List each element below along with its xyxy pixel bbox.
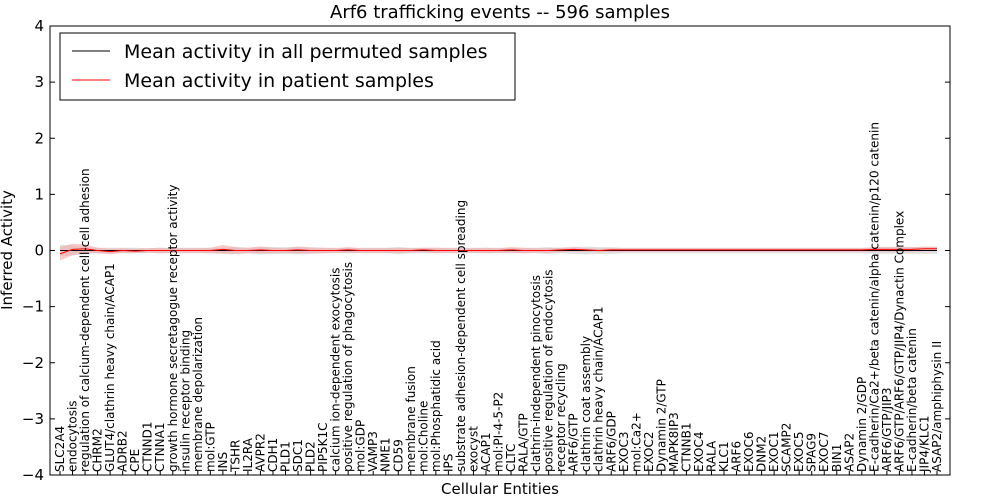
x-tick-label: EXOC5 [792, 432, 806, 473]
x-tick-label: IPS [441, 454, 455, 472]
x-tick-label: membrane depolarization [191, 317, 205, 472]
x-tick-label: EXOC2 [642, 432, 656, 473]
x-tick-label: mol:Ca2+ [629, 412, 643, 472]
plot-frame [49, 25, 951, 476]
x-tick-label: SDC1 [291, 439, 305, 472]
x-tick-label: SCAMP2 [780, 423, 794, 472]
x-tick-label: ARF6/GTP [567, 413, 581, 472]
x-tick-label: Dynamin 2/GTP [654, 379, 668, 472]
x-tick-label: positive regulation of endocytosis [542, 269, 556, 472]
x-tick-label: RALA/GTP [517, 413, 531, 472]
x-tick-label: AVPR2 [254, 433, 268, 472]
x-tick-label: CLTC [504, 444, 518, 472]
x-tick-label: CHRM2 [91, 428, 105, 472]
y-tick-label: 0 [34, 242, 44, 260]
x-tick-label: EXOC6 [742, 432, 756, 473]
y-tick-label: 3 [34, 73, 44, 91]
x-tick-label: calcium ion-dependent exocytosis [329, 268, 343, 473]
chart-title: Arf6 trafficking events -- 596 samples [330, 2, 670, 23]
x-tick-label: EXOC4 [692, 432, 706, 473]
x-tick-label: CTNND1 [141, 421, 155, 472]
y-axis-label: Inferred Activity [0, 190, 16, 310]
x-tick-label: insulin receptor binding [178, 330, 192, 472]
x-tick-label: PLD2 [304, 441, 318, 472]
x-tick-label: endocytosis [66, 400, 80, 472]
x-tick-label: ARF6/GDP [604, 411, 618, 472]
x-tick-label: E-cadherin/Ca2+/beta catenin/alpha caten… [867, 122, 881, 472]
y-tick-label: −4 [22, 466, 44, 484]
x-tick-label: CTNNA1 [153, 422, 167, 472]
x-tick-label: clathrin heavy chain/ACAP1 [592, 306, 606, 472]
x-tick-label: clathrin-independent pinocytosis [529, 275, 543, 472]
x-tick-label: DNM2 [755, 436, 769, 472]
legend-box [59, 32, 516, 101]
x-tick-label: MAPK8IP3 [667, 412, 681, 472]
x-tick-label: regulation of calcium-dependent cell-cel… [78, 168, 92, 472]
y-tick-label: 2 [34, 129, 44, 147]
x-tick-label: ARF6/GTP/ARF6/GTP/JIP4/Dynactin Complex [892, 211, 906, 472]
x-tick-label: mol:GTP [203, 422, 217, 472]
x-tick-label: mol:Phosphatidic acid [429, 340, 443, 472]
y-tick-label: −3 [22, 410, 44, 428]
y-tick-label: 1 [34, 185, 44, 203]
x-tick-label: EXOC1 [767, 432, 781, 473]
x-tick-label: SPAG9 [805, 433, 819, 472]
x-tick-label: PIP5K1C [316, 422, 330, 472]
x-tick-label: CDH1 [266, 438, 280, 472]
x-tick-label: growth hormone secretagogue receptor act… [166, 185, 180, 472]
y-tick-label: −1 [22, 298, 44, 316]
x-tick-label: TSHR [228, 440, 242, 473]
x-tick-label: SLC2A4 [53, 426, 67, 472]
x-tick-label: ADRB2 [116, 430, 130, 472]
x-tick-label: exocyst [466, 426, 480, 472]
x-tick-label: CD59 [391, 439, 405, 472]
x-tick-label: clathrin coat assembly [579, 336, 593, 472]
x-tick-label: mol:Choline [416, 401, 430, 472]
x-tick-label: NME1 [379, 437, 393, 472]
x-tick-label: substrate adhesion-dependent cell spread… [454, 200, 468, 472]
x-tick-label: INS [216, 452, 230, 472]
x-tick-label: CPE [128, 449, 142, 472]
x-tick-label: positive regulation of phagocytosis [341, 262, 355, 472]
legend-entry-patient: Mean activity in patient samples [124, 70, 434, 92]
x-tick-label: receptor recycling [554, 363, 568, 472]
x-tick-label: ACAP1 [479, 433, 493, 472]
x-tick-label: JIP4/KLC1 [918, 415, 932, 473]
x-tick-label: ASAP2 [842, 433, 856, 472]
legend: Mean activity in all permuted samples Me… [59, 32, 516, 101]
patient-band [60, 243, 937, 261]
x-tick-label: ARF6/GTP/JIP3 [880, 387, 894, 472]
x-tick-label: IL2RA [241, 437, 255, 472]
x-tick-label: RALA [705, 440, 719, 472]
x-tick-label: GLUT4/clathrin heavy chain/ACAP1 [103, 263, 117, 472]
legend-entry-permuted: Mean activity in all permuted samples [124, 41, 487, 63]
series-line-patient [59, 248, 937, 255]
x-tick-label: mol:GDP [354, 420, 368, 472]
x-tick-label: PLD1 [279, 441, 293, 472]
x-tick-label: mol:PI-4-5-P2 [492, 392, 506, 472]
x-tick-label: VAMP3 [366, 431, 380, 472]
x-tick-label: membrane fusion [404, 366, 418, 472]
x-axis-label: Cellular Entities [441, 480, 559, 498]
x-tick-label: ASAP2/amphiphysin II [930, 341, 944, 472]
x-tick-label: EXOC7 [817, 432, 831, 473]
x-tick-label: Dynamin 2/GDP [855, 377, 869, 472]
x-tick-label: ARF6 [730, 441, 744, 472]
x-tick-label: EXOC3 [617, 432, 631, 473]
x-tick-label: BIN1 [830, 444, 844, 472]
x-tick-label: CTNNB1 [679, 422, 693, 472]
x-tick-label: E-cadherin/beta catenin [905, 328, 919, 472]
x-tick-label: KLC1 [717, 441, 731, 472]
y-tick-label: 4 [34, 17, 44, 35]
y-tick-label: −2 [22, 354, 44, 372]
